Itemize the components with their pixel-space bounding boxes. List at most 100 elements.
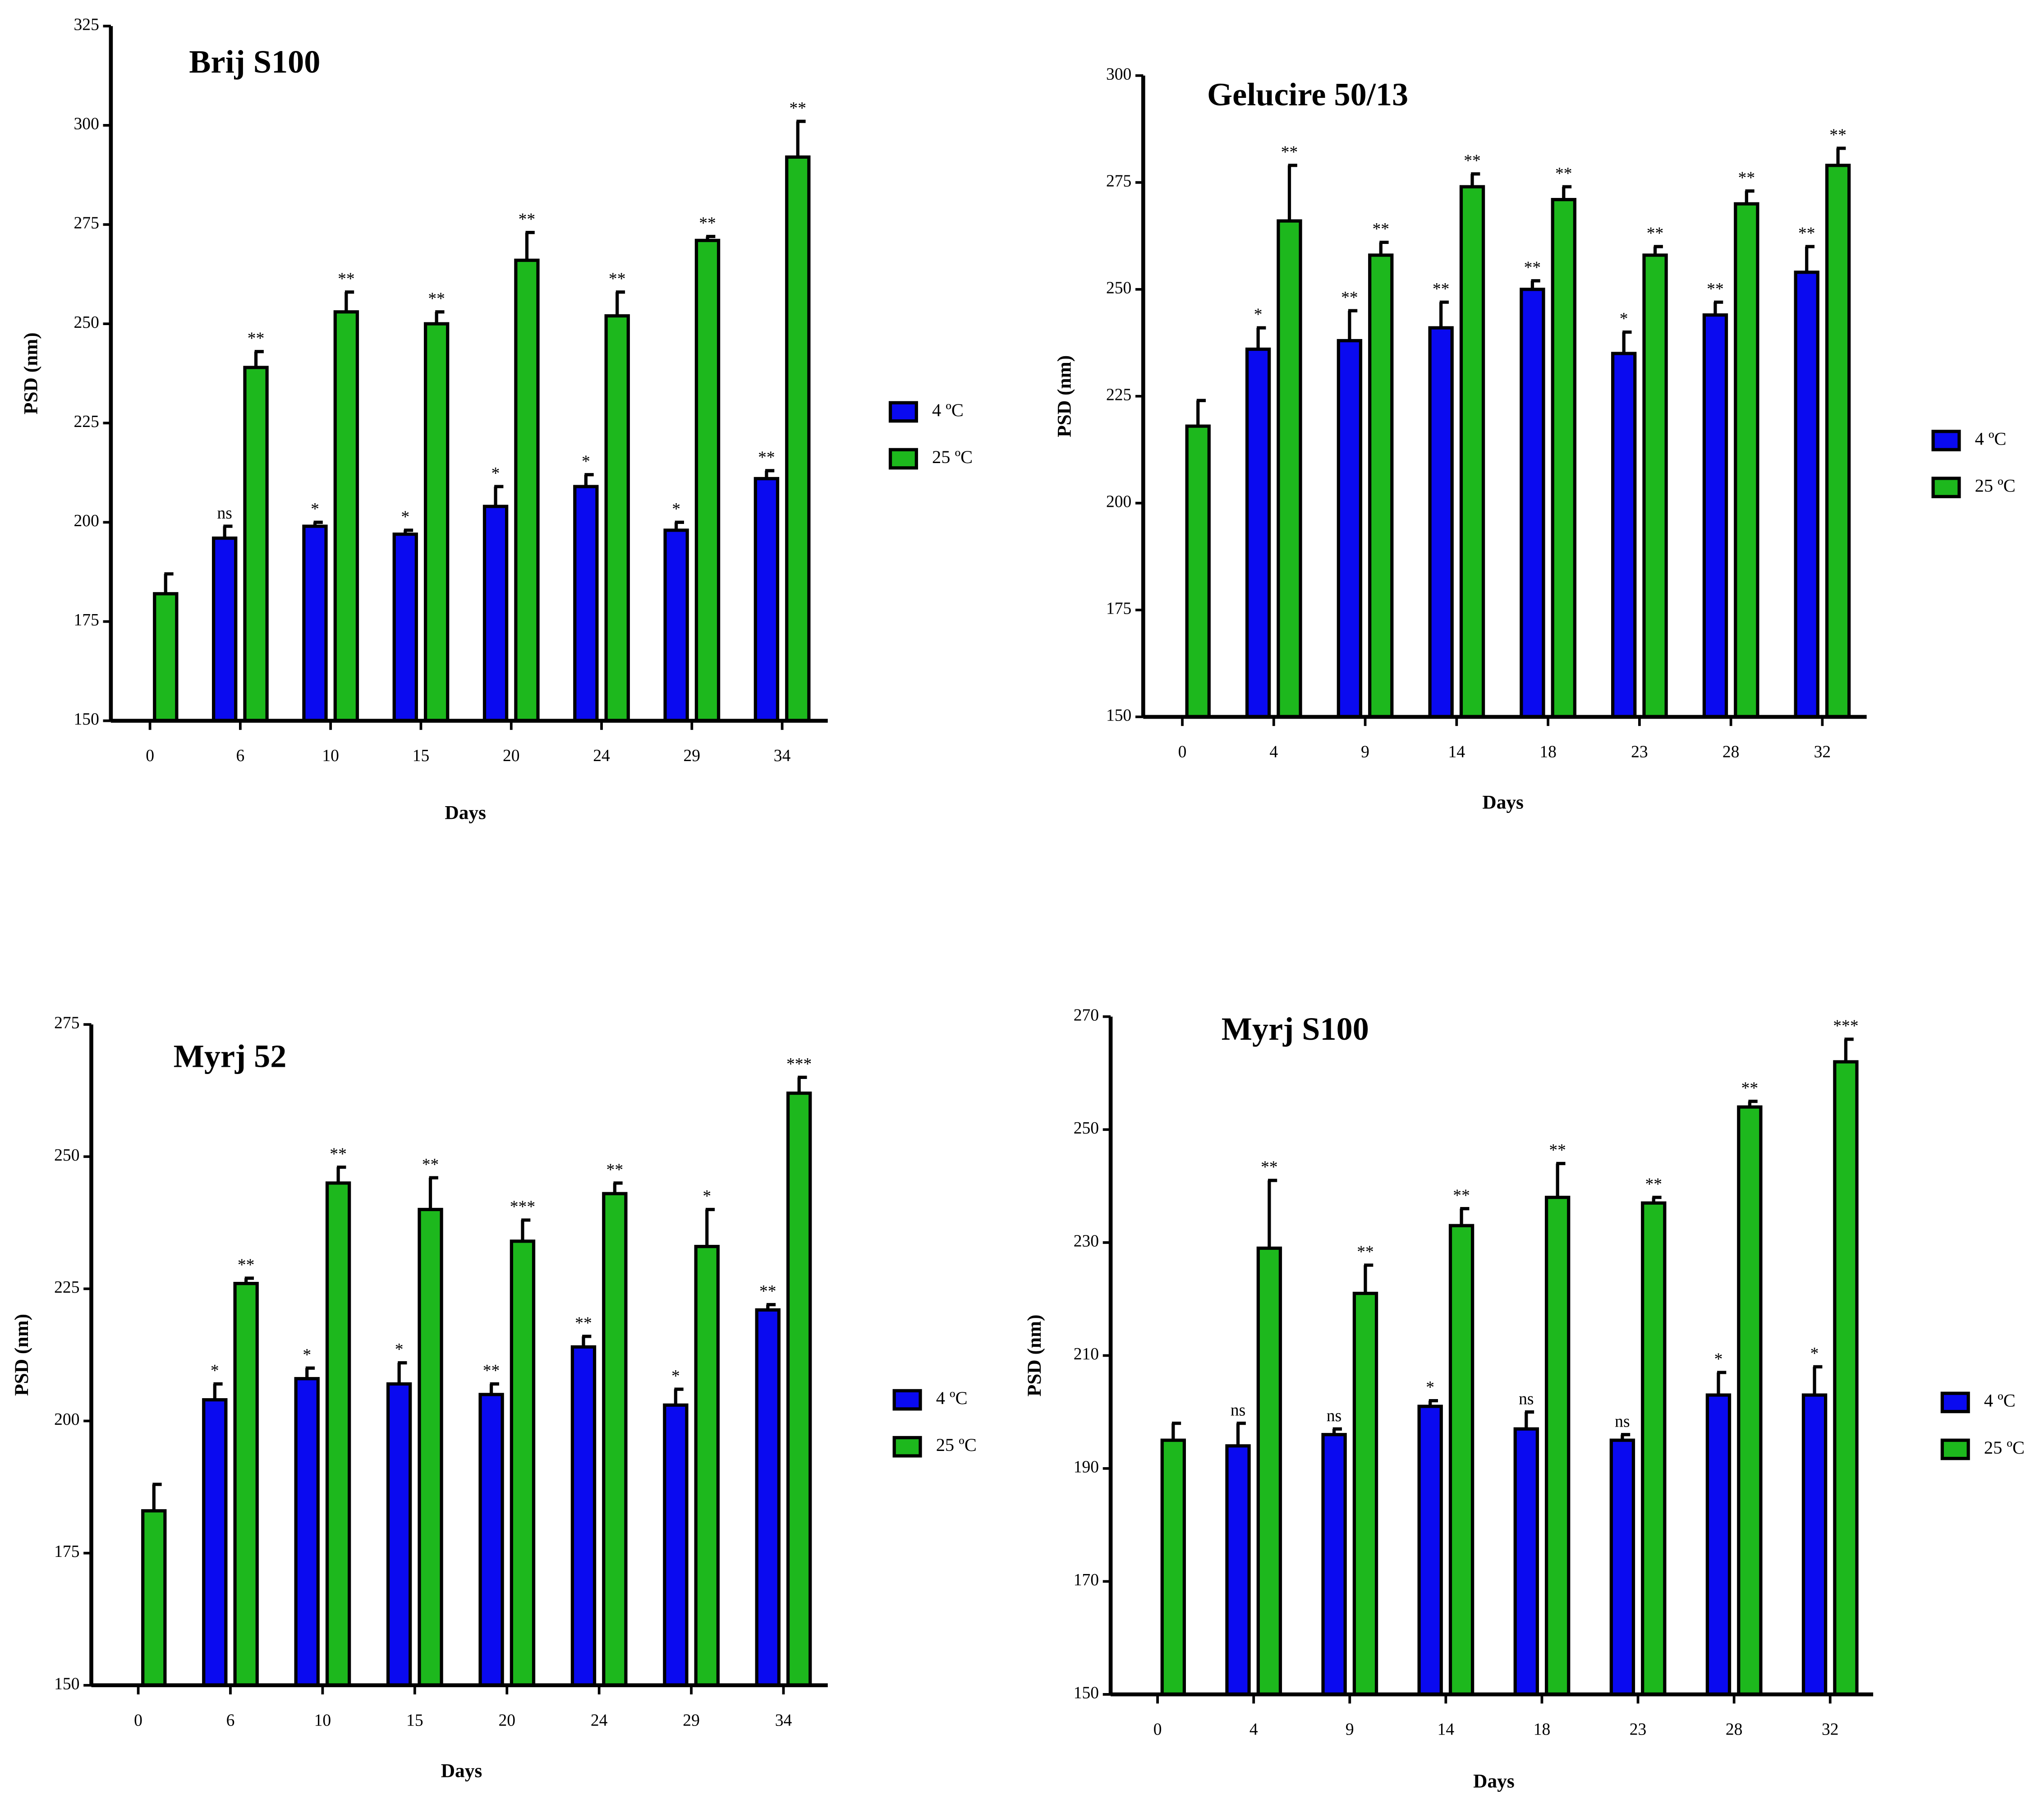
- y-tick-label: 190: [1074, 1458, 1099, 1477]
- y-tick-label: 275: [74, 214, 99, 233]
- significance-label: **: [1647, 225, 1664, 243]
- significance-label: **: [1707, 280, 1724, 298]
- significance-label: **: [759, 1282, 776, 1301]
- bar: [1609, 1438, 1635, 1696]
- bar: [755, 1308, 781, 1687]
- significance-label: **: [519, 210, 536, 229]
- chart-title: Brij S100: [189, 44, 320, 80]
- bar: [418, 1207, 443, 1687]
- bar: [482, 505, 509, 723]
- significance-label: **: [606, 1161, 624, 1180]
- legend-label: 25 ºC: [932, 447, 973, 467]
- x-tick-label: 24: [591, 1711, 608, 1730]
- y-axis-label: PSD (nm): [1054, 355, 1075, 437]
- significance-label: *: [311, 500, 319, 519]
- y-tick-label: 175: [1106, 599, 1131, 618]
- x-tick-label: 6: [226, 1711, 235, 1730]
- x-tick-label: 28: [1722, 743, 1740, 761]
- legend-label: 25 ºC: [936, 1435, 977, 1455]
- bar: [212, 536, 238, 723]
- bar: [1352, 1291, 1378, 1696]
- x-tick-label: 15: [406, 1711, 423, 1730]
- bar: [1368, 253, 1394, 719]
- x-tick-label: 20: [498, 1711, 515, 1730]
- x-tick-label: 18: [1539, 743, 1557, 761]
- bar: [141, 1509, 167, 1687]
- x-tick-label: 4: [1249, 1721, 1258, 1739]
- bar: [786, 1091, 812, 1687]
- x-tick-label: 14: [1438, 1721, 1455, 1739]
- y-tick-label: 200: [1106, 492, 1131, 511]
- x-tick-label: 15: [413, 747, 430, 765]
- x-axis-label: Days: [1473, 1770, 1515, 1792]
- significance-label: **: [1549, 1141, 1566, 1160]
- legend-label: 4 ºC: [932, 400, 964, 420]
- bar: [1459, 185, 1485, 719]
- x-tick-label: 14: [1448, 743, 1465, 761]
- significance-label: *: [303, 1346, 311, 1364]
- bar: [753, 477, 780, 723]
- x-axis-label: Days: [441, 1760, 482, 1781]
- significance-label: ***: [786, 1055, 812, 1074]
- y-tick-label: 230: [1074, 1232, 1099, 1250]
- significance-label: **: [1645, 1175, 1662, 1193]
- significance-label: ns: [1327, 1407, 1341, 1425]
- x-tick-label: 24: [593, 747, 610, 765]
- significance-label: **: [699, 214, 716, 233]
- y-tick-label: 175: [74, 611, 99, 629]
- bar: [510, 1239, 536, 1687]
- y-tick-label: 225: [74, 413, 99, 431]
- legend-swatch: [1940, 1391, 1970, 1414]
- x-tick-label: 23: [1630, 1721, 1647, 1739]
- x-axis-label: Days: [1482, 792, 1524, 813]
- bar: [663, 1403, 689, 1687]
- significance-label: *: [582, 452, 590, 471]
- bar: [233, 1282, 259, 1687]
- bar: [333, 310, 359, 723]
- significance-label: **: [1341, 289, 1358, 307]
- significance-label: **: [1464, 151, 1481, 170]
- significance-label: **: [609, 270, 626, 288]
- y-tick-label: 250: [1106, 279, 1131, 297]
- bar: [1737, 1105, 1763, 1696]
- bar: [1448, 1224, 1474, 1696]
- significance-label: *: [1254, 306, 1263, 324]
- bar: [1321, 1433, 1347, 1696]
- bar: [1185, 424, 1211, 719]
- bar: [1428, 326, 1454, 719]
- bar: [386, 1382, 412, 1687]
- bar: [202, 1398, 228, 1687]
- x-tick-label: 18: [1534, 1721, 1551, 1739]
- significance-label: **: [575, 1314, 592, 1333]
- x-tick-label: 6: [236, 747, 244, 765]
- x-tick-label: 34: [774, 747, 791, 765]
- bar: [478, 1393, 504, 1687]
- significance-label: **: [1555, 165, 1572, 183]
- y-tick-label: 225: [54, 1278, 79, 1297]
- significance-label: ns: [217, 504, 232, 523]
- significance-label: **: [758, 449, 775, 467]
- bar: [1801, 1393, 1828, 1696]
- legend-swatch: [888, 401, 918, 423]
- legend-swatch: [1931, 477, 1961, 498]
- bar: [294, 1377, 320, 1687]
- bar: [602, 1192, 628, 1687]
- significance-label: *: [1426, 1378, 1434, 1397]
- bar: [153, 592, 179, 723]
- significance-label: ***: [1833, 1017, 1858, 1036]
- legend-swatch: [888, 448, 918, 470]
- significance-label: ns: [1519, 1390, 1534, 1408]
- significance-label: **: [1524, 258, 1541, 277]
- chart-title: Gelucire 50/13: [1207, 76, 1408, 112]
- y-tick-label: 300: [74, 115, 99, 133]
- bar: [1520, 288, 1545, 719]
- bar: [423, 322, 450, 723]
- x-tick-label: 23: [1631, 743, 1648, 761]
- y-tick-label: 270: [1074, 1006, 1099, 1024]
- significance-label: *: [211, 1362, 219, 1380]
- significance-label: *: [671, 1367, 680, 1386]
- significance-label: **: [1281, 143, 1298, 161]
- x-tick-label: 4: [1269, 743, 1278, 761]
- x-tick-label: 0: [146, 747, 154, 765]
- significance-label: **: [330, 1145, 347, 1163]
